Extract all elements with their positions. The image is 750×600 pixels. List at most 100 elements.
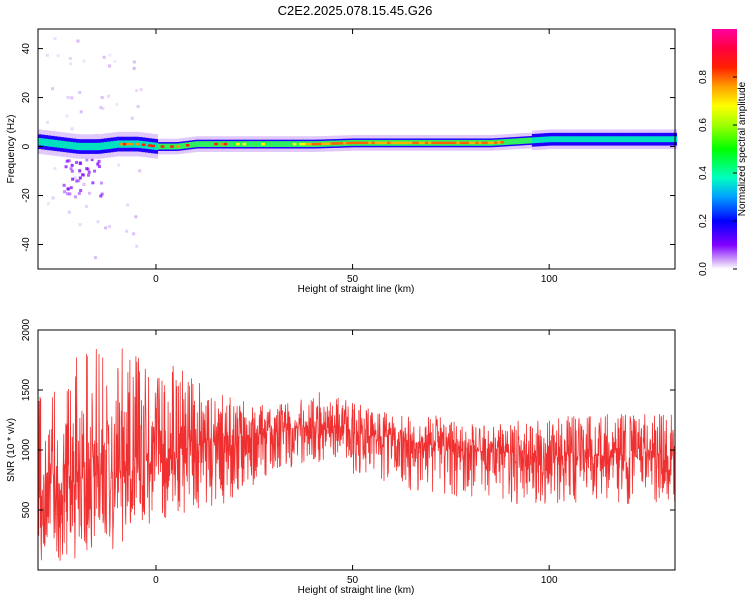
spectrogram-peak-cell: [494, 141, 498, 144]
spectrogram-peak-cell: [365, 141, 369, 145]
spectrogram-noise-pixel: [77, 191, 81, 195]
spectrogram-peak-cell: [418, 141, 423, 145]
spectrogram-core-cell: [182, 142, 187, 149]
spectrogram-noise-pixel: [85, 205, 89, 209]
spectrogram-core-cell: [217, 141, 221, 148]
spectrogram-core-cell: [144, 141, 149, 149]
spectrogram-core-cell: [248, 141, 253, 148]
spectrogram-noise-pixel: [53, 37, 57, 41]
spectrogram-core-cell: [566, 136, 571, 143]
spectrogram-core-cell: [198, 141, 203, 148]
spectrogram-peak-cell: [456, 141, 461, 145]
spectrogram-core-cell: [56, 140, 61, 148]
spectrogram-core-cell: [179, 143, 184, 149]
y-tick-label: 2000: [21, 318, 32, 341]
spectrogram-core-cell: [544, 136, 549, 143]
spectrogram-core-cell: [91, 142, 96, 151]
spectrogram-core-cell: [44, 138, 48, 147]
spectrogram-frame: [37, 28, 676, 270]
spectrogram-noise-pixel: [63, 190, 67, 194]
spectrogram-peak-cell: [343, 141, 347, 145]
spectrogram-noise-pixel: [136, 105, 140, 109]
spectrogram-core-cell: [572, 136, 577, 143]
spectrogram-core-cell: [667, 136, 671, 143]
spectrogram-core-cell: [211, 141, 215, 148]
spectrogram-peak-cell: [170, 145, 174, 148]
spectrogram-noise-pixel: [51, 87, 55, 91]
spectrogram-noise-pixel: [64, 165, 68, 169]
spectrogram-noise-pixel: [86, 167, 90, 171]
spectrogram-noise-pixel: [79, 189, 83, 193]
spectrogram-peak-cell: [380, 141, 385, 145]
spectrogram-peak-cell: [402, 141, 407, 145]
spectrogram-peak-cell: [459, 141, 464, 145]
spectrogram-noise-pixel: [108, 64, 112, 68]
spectrogram-peak-cell: [399, 141, 404, 145]
spectrogram-noise-pixel: [87, 173, 91, 177]
spectrogram-core-cell: [53, 139, 58, 148]
spectrogram-core-cell: [638, 136, 643, 143]
spectrogram-noise-pixel: [130, 116, 134, 120]
spectrogram-peak-cell: [324, 142, 328, 145]
spectrogram-core-cell: [607, 136, 612, 143]
spectrogram-peak-cell: [374, 141, 379, 145]
spectrogram-core-cell: [557, 136, 561, 143]
spectrogram-core-cell: [280, 141, 284, 148]
spectrogram-noise-pixel: [77, 179, 81, 183]
spectrogram-peak-cell: [384, 141, 388, 145]
spectrogram-noise-pixel: [132, 232, 136, 236]
spectrogram-noise-pixel: [125, 229, 129, 233]
spectrogram-core-cell: [563, 136, 567, 143]
spectrogram-noise-pixel: [73, 195, 77, 199]
colorbar-label: Normalized spectral amplitude: [737, 81, 748, 216]
spectrogram-core-cell: [610, 136, 615, 143]
spectrogram-core-cell: [82, 142, 86, 151]
spectrogram-noise-pixel: [65, 114, 69, 118]
spectrogram-core-cell: [173, 143, 177, 150]
spectrogram-noise-pixel: [71, 177, 75, 181]
spectrogram-noise-pixel: [102, 55, 106, 59]
x-tick-label: 50: [347, 274, 359, 285]
snr-y-ticks: 500 1000 1500 2000: [21, 318, 675, 518]
spectrogram-peak-cell: [261, 142, 265, 146]
spectrogram-core-cell: [207, 141, 212, 148]
spectrogram-noise-pixel: [46, 120, 50, 124]
spectrogram-peak-cell: [305, 142, 310, 146]
spectrogram-core-cell: [516, 138, 520, 145]
spectrogram-peak-cell: [468, 141, 473, 145]
spectrogram-ridge-layer: [38, 129, 678, 159]
spectrogram-peak-cell: [396, 141, 401, 145]
spectrogram-noise-pixel: [65, 192, 69, 196]
spectrogram-core-cell: [75, 142, 80, 151]
spectrogram-y-axis-label: Frequency (Hz): [6, 115, 17, 184]
spectrogram-peak-cell: [185, 144, 190, 147]
spectrogram-noise-pixel: [91, 181, 95, 185]
spectrogram-peak-cell: [122, 142, 127, 146]
spectrogram-core-cell: [503, 139, 508, 145]
colorbar-ticks: 0.0 0.2 0.4 0.6 0.8: [698, 70, 737, 276]
spectrogram-noise-pixel: [76, 39, 80, 43]
spectrogram-core-cell: [604, 136, 608, 143]
spectrogram-core-cell: [195, 141, 199, 148]
spectrogram-noise-pixel: [132, 60, 136, 64]
spectrogram-noise-pixel: [96, 162, 100, 166]
spectrogram-peak-cell: [352, 141, 357, 145]
spectrogram-peak-cell: [387, 141, 391, 145]
spectrogram-noise-pixel: [70, 163, 74, 167]
spectrogram-peak-cell: [327, 142, 332, 145]
spectrogram-peak-cell: [339, 142, 344, 145]
spectrogram-noise-pixel: [99, 181, 103, 185]
spectrogram-noise-pixel: [106, 94, 110, 98]
spectrogram-peak-cell: [333, 142, 338, 145]
spectrogram-peak-cell: [481, 141, 486, 145]
spectrogram-noise-pixel: [115, 102, 119, 106]
spectrogram-peak-cell: [409, 141, 413, 145]
spectrogram-core-cell: [229, 141, 234, 148]
spectrogram-core-cell: [597, 136, 602, 143]
spectrogram-peak-cell: [119, 142, 124, 146]
spectrogram-noise-pixel: [69, 167, 73, 171]
spectrogram-core-cell: [154, 142, 159, 151]
spectrogram-peak-cell: [129, 142, 133, 146]
spectrogram-noise-pixel: [73, 176, 77, 180]
y-tick-label: 20: [21, 92, 32, 104]
